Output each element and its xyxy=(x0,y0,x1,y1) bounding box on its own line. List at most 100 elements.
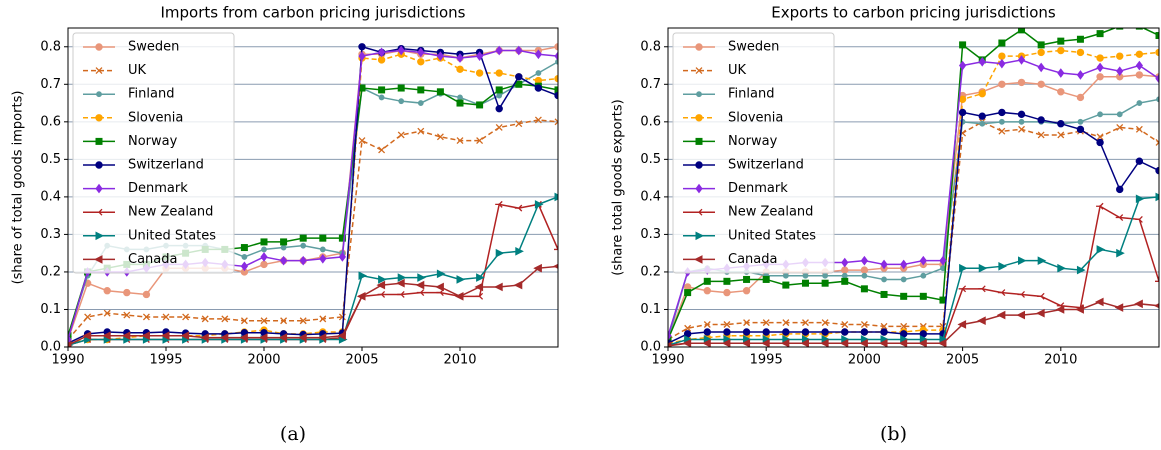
marker xyxy=(1155,139,1159,146)
y-tick-label: 0.3 xyxy=(40,227,61,242)
marker xyxy=(696,91,702,98)
marker xyxy=(475,69,484,77)
marker xyxy=(554,51,558,61)
marker xyxy=(1135,194,1145,204)
series-line xyxy=(668,120,1159,341)
marker xyxy=(377,56,386,64)
marker xyxy=(103,309,111,317)
plot-area xyxy=(668,28,1159,347)
marker xyxy=(998,127,1006,135)
marker xyxy=(881,276,887,283)
marker xyxy=(822,272,829,279)
marker xyxy=(695,161,703,169)
marker xyxy=(319,246,326,253)
marker xyxy=(123,288,131,297)
legend-label: Slovenia xyxy=(128,110,183,125)
marker xyxy=(1075,305,1084,314)
marker xyxy=(723,277,731,285)
y-tick-label: 0.7 xyxy=(40,77,61,92)
y-tick-label: 0.5 xyxy=(40,152,61,167)
marker xyxy=(475,51,484,61)
chart-title: Imports from carbon pricing jurisdiction… xyxy=(161,4,466,22)
legend-box xyxy=(672,32,835,274)
marker xyxy=(495,200,503,208)
y-tick-label: 0.1 xyxy=(640,302,661,317)
marker xyxy=(1155,192,1159,202)
marker xyxy=(821,319,829,327)
marker xyxy=(476,137,484,145)
marker xyxy=(1057,68,1065,78)
marker xyxy=(723,288,731,297)
marker xyxy=(338,313,346,321)
marker xyxy=(95,161,103,169)
marker xyxy=(1017,290,1025,298)
marker xyxy=(278,333,288,342)
marker xyxy=(123,311,131,319)
marker xyxy=(703,328,711,336)
marker xyxy=(959,263,968,273)
marker xyxy=(319,234,327,242)
x-tick-label: 2000 xyxy=(848,353,881,368)
marker xyxy=(495,104,503,113)
marker xyxy=(239,333,248,342)
marker xyxy=(919,292,927,300)
marker xyxy=(900,292,908,300)
marker xyxy=(695,43,703,51)
marker xyxy=(337,331,346,341)
marker xyxy=(703,287,711,295)
marker xyxy=(900,322,908,330)
marker xyxy=(436,51,445,61)
chart-title: Exports to carbon pricing jurisdictions xyxy=(771,4,1056,22)
marker xyxy=(102,331,111,341)
axes-frame xyxy=(667,27,1160,348)
marker xyxy=(723,328,731,336)
marker xyxy=(1096,73,1104,81)
marker xyxy=(84,313,92,321)
marker xyxy=(378,94,385,101)
marker xyxy=(959,41,967,49)
axes-frame xyxy=(67,27,559,348)
marker xyxy=(1135,125,1143,133)
x-tick-label: 2010 xyxy=(1044,353,1077,368)
y-tick-label: 0.0 xyxy=(640,340,661,355)
marker xyxy=(958,95,967,104)
marker xyxy=(977,316,986,326)
x-tick-label: 1990 xyxy=(651,353,684,368)
marker xyxy=(95,231,105,241)
marker xyxy=(456,275,466,284)
marker xyxy=(435,282,444,292)
marker xyxy=(695,137,703,145)
marker xyxy=(397,45,405,56)
marker xyxy=(358,271,368,281)
marker xyxy=(1114,303,1124,312)
marker xyxy=(841,277,849,285)
marker xyxy=(1115,214,1124,221)
marker xyxy=(802,319,809,327)
marker xyxy=(841,321,849,328)
marker xyxy=(515,120,523,128)
marker xyxy=(358,43,366,51)
marker xyxy=(919,255,927,266)
y-tick-label: 0.6 xyxy=(40,114,61,129)
marker xyxy=(859,338,868,347)
marker xyxy=(142,313,150,321)
marker xyxy=(997,289,1006,297)
marker xyxy=(821,328,829,336)
marker xyxy=(417,273,426,282)
marker xyxy=(201,315,209,323)
marker xyxy=(1155,166,1159,175)
marker xyxy=(841,328,849,336)
y-axis-label: (share total goods exports) xyxy=(611,99,626,275)
marker xyxy=(319,253,327,264)
marker xyxy=(554,118,558,126)
marker xyxy=(721,338,731,347)
marker xyxy=(299,255,307,266)
marker xyxy=(1076,48,1085,57)
marker xyxy=(554,248,558,251)
legend-box xyxy=(72,32,235,274)
marker xyxy=(695,231,705,241)
marker xyxy=(695,114,703,122)
marker xyxy=(998,58,1006,69)
marker xyxy=(141,331,150,341)
marker xyxy=(260,317,268,325)
